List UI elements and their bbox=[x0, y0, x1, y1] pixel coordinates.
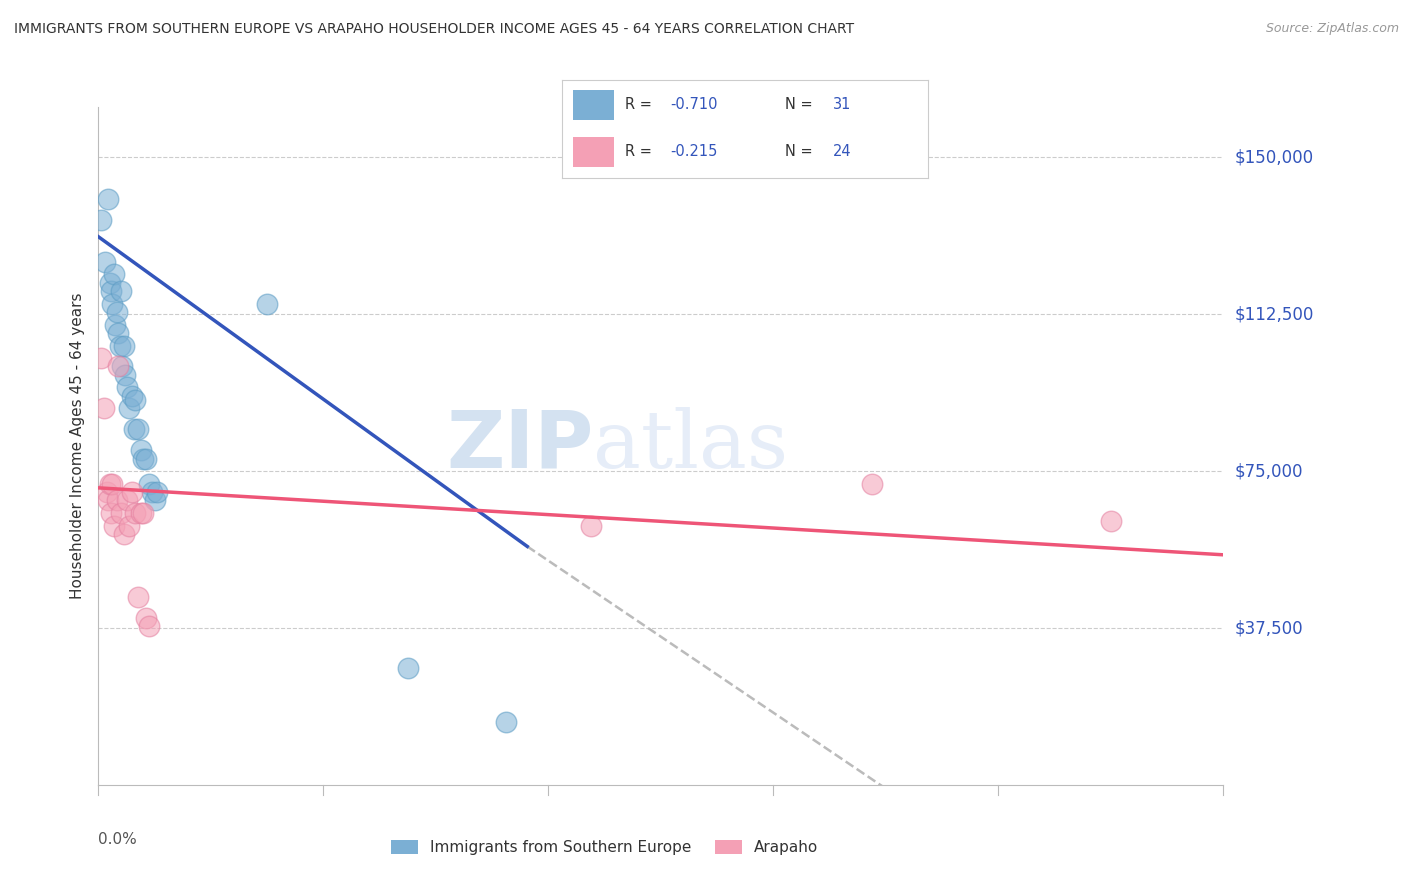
Point bbox=[97, 493, 120, 508]
Point bbox=[129, 506, 152, 520]
Point bbox=[115, 380, 138, 394]
Point bbox=[129, 443, 152, 458]
Point bbox=[138, 619, 160, 633]
Point bbox=[146, 485, 169, 500]
Point bbox=[121, 485, 143, 500]
Point bbox=[121, 389, 143, 403]
Point bbox=[579, 518, 602, 533]
Point bbox=[127, 422, 149, 436]
Point bbox=[118, 401, 141, 416]
Text: $37,500: $37,500 bbox=[1234, 619, 1303, 637]
Legend: Immigrants from Southern Europe, Arapaho: Immigrants from Southern Europe, Arapaho bbox=[391, 840, 818, 855]
Text: -0.215: -0.215 bbox=[671, 145, 717, 160]
Point bbox=[90, 351, 112, 365]
Point bbox=[138, 476, 160, 491]
Point bbox=[1099, 514, 1122, 528]
Point bbox=[127, 590, 149, 604]
Point bbox=[96, 485, 118, 500]
Point bbox=[495, 715, 517, 730]
Point bbox=[132, 451, 155, 466]
Point bbox=[110, 284, 132, 298]
Point bbox=[107, 359, 129, 374]
Text: Source: ZipAtlas.com: Source: ZipAtlas.com bbox=[1265, 22, 1399, 36]
Point bbox=[112, 338, 135, 352]
Text: -0.710: -0.710 bbox=[671, 97, 717, 112]
Point bbox=[97, 192, 120, 206]
Point bbox=[112, 527, 135, 541]
Point bbox=[108, 338, 131, 352]
Point bbox=[115, 493, 138, 508]
Text: atlas: atlas bbox=[593, 407, 789, 485]
Text: $75,000: $75,000 bbox=[1234, 462, 1303, 480]
Point bbox=[105, 305, 128, 319]
Text: R =: R = bbox=[624, 97, 657, 112]
Point bbox=[141, 485, 163, 500]
Point bbox=[132, 506, 155, 520]
Point bbox=[114, 368, 136, 382]
Point bbox=[256, 296, 278, 310]
Point bbox=[111, 359, 134, 374]
Point bbox=[118, 518, 141, 533]
Point bbox=[396, 661, 419, 675]
FancyBboxPatch shape bbox=[574, 137, 613, 167]
Point bbox=[101, 476, 124, 491]
Point bbox=[110, 506, 132, 520]
FancyBboxPatch shape bbox=[574, 90, 613, 120]
Text: IMMIGRANTS FROM SOUTHERN EUROPE VS ARAPAHO HOUSEHOLDER INCOME AGES 45 - 64 YEARS: IMMIGRANTS FROM SOUTHERN EUROPE VS ARAPA… bbox=[14, 22, 855, 37]
Point bbox=[103, 518, 125, 533]
Point bbox=[103, 268, 125, 282]
Point bbox=[100, 506, 122, 520]
Text: 31: 31 bbox=[832, 97, 851, 112]
Point bbox=[105, 493, 128, 508]
Text: 0.0%: 0.0% bbox=[98, 832, 138, 847]
Text: $112,500: $112,500 bbox=[1234, 305, 1313, 323]
Text: 24: 24 bbox=[832, 145, 852, 160]
Y-axis label: Householder Income Ages 45 - 64 years: Householder Income Ages 45 - 64 years bbox=[69, 293, 84, 599]
Point bbox=[107, 326, 129, 340]
Point bbox=[124, 506, 146, 520]
Point bbox=[143, 493, 166, 508]
Point bbox=[101, 296, 124, 310]
Text: $150,000: $150,000 bbox=[1234, 148, 1313, 166]
Point bbox=[135, 610, 157, 624]
Point bbox=[135, 451, 157, 466]
Point bbox=[94, 255, 117, 269]
Point bbox=[93, 401, 115, 416]
Text: ZIP: ZIP bbox=[446, 407, 593, 485]
Point bbox=[98, 476, 121, 491]
Point bbox=[90, 213, 112, 227]
Point bbox=[98, 276, 121, 290]
Text: N =: N = bbox=[786, 145, 818, 160]
Point bbox=[122, 422, 145, 436]
Point bbox=[100, 284, 122, 298]
Text: N =: N = bbox=[786, 97, 818, 112]
Text: R =: R = bbox=[624, 145, 657, 160]
Point bbox=[124, 392, 146, 407]
Point bbox=[104, 318, 127, 332]
Point bbox=[860, 476, 883, 491]
